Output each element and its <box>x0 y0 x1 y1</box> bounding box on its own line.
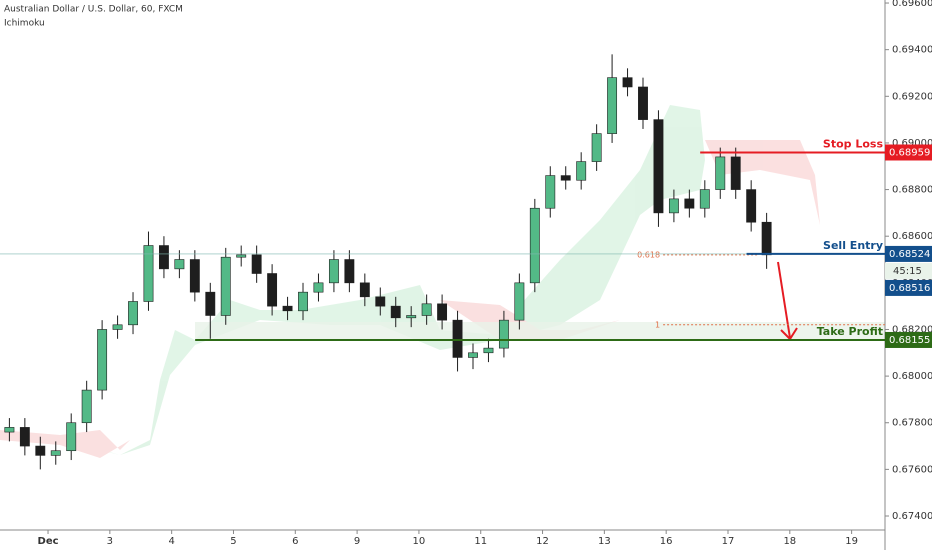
arrow <box>777 261 791 339</box>
x-tick-label: 5 <box>230 536 236 547</box>
candle-body <box>761 221 772 256</box>
candle-body <box>66 422 77 452</box>
candle-body <box>591 133 602 162</box>
fib-label: 1 <box>655 320 660 329</box>
candle-body <box>205 291 216 316</box>
candle-body <box>313 282 324 293</box>
x-tick-label: 17 <box>722 536 735 547</box>
candle-body <box>545 175 556 209</box>
level-label: Take Profit <box>817 325 883 338</box>
candle-body <box>158 245 169 270</box>
countdown: 45:15 <box>893 266 922 277</box>
x-tick-label: 13 <box>598 536 611 547</box>
candle-body <box>189 259 200 293</box>
candle-body <box>715 156 726 190</box>
take-profit-zone <box>195 322 885 340</box>
cloud-green <box>0 105 705 455</box>
candle-body <box>112 324 123 330</box>
candle-body <box>468 352 478 358</box>
candle-body <box>143 245 154 302</box>
x-tick-label: 16 <box>660 536 673 547</box>
x-tick-label: 4 <box>168 536 174 547</box>
candle-body <box>452 319 463 358</box>
y-tick-label: 0.67400 <box>892 511 932 522</box>
y-tick-label: 0.67600 <box>892 464 932 475</box>
candle-body <box>375 296 386 307</box>
candle-body <box>282 305 293 312</box>
candle-body <box>560 175 571 181</box>
candle-body <box>498 319 509 349</box>
candle-body <box>421 303 432 316</box>
candle-body <box>699 189 710 209</box>
x-tick-label: Dec <box>38 536 59 547</box>
candle-body <box>4 427 15 433</box>
candle-body <box>406 315 417 319</box>
candle-body <box>483 347 494 354</box>
candle-body <box>328 259 339 284</box>
y-tick-label: 0.68600 <box>892 231 932 242</box>
candle-body <box>437 303 448 321</box>
candle-body <box>50 450 61 456</box>
price-box-label: 0.68959 <box>889 147 930 158</box>
level-label: Sell Entry <box>823 239 883 252</box>
x-tick-label: 18 <box>783 536 796 547</box>
candle-body <box>576 161 587 181</box>
x-tick-label: 11 <box>474 536 487 547</box>
x-tick-label: 3 <box>107 536 113 547</box>
y-tick-label: 0.68200 <box>892 324 932 335</box>
candle-body <box>174 259 185 270</box>
candle-body <box>220 256 231 316</box>
candle-body <box>35 445 46 456</box>
last-price-box <box>885 279 932 296</box>
level-label: Stop Loss <box>823 137 884 150</box>
y-tick-label: 0.69600 <box>892 0 932 9</box>
candle-body <box>390 305 401 319</box>
ichimoku-cloud <box>0 105 820 458</box>
y-tick-label: 0.67800 <box>892 418 932 429</box>
x-tick-label: 6 <box>292 536 298 547</box>
candle-body <box>668 198 679 214</box>
candle-body <box>653 119 664 214</box>
x-tick-label: 9 <box>354 536 360 547</box>
y-tick-label: 0.69200 <box>892 91 932 102</box>
candle-body <box>19 427 30 447</box>
candle-body <box>746 189 757 223</box>
cloud-red <box>0 430 130 458</box>
chart-title: Australian Dollar / U.S. Dollar, 60, FXC… <box>4 5 183 15</box>
candle-body <box>684 198 695 209</box>
indicator-name: Ichimoku <box>4 19 45 29</box>
y-tick-label: 0.69000 <box>892 138 932 149</box>
candle-body <box>359 282 370 298</box>
last-price-label: 0.68516 <box>889 283 930 294</box>
fib-label: 0.618 <box>637 250 660 259</box>
y-tick-label: 0.68800 <box>892 185 932 196</box>
x-tick-label: 19 <box>845 536 858 547</box>
price-box-label: 0.68155 <box>889 335 930 346</box>
candle-body <box>514 282 525 321</box>
countdown-box <box>885 262 932 279</box>
candle-body <box>529 207 540 284</box>
price-box <box>885 245 932 262</box>
candle-body <box>607 77 618 134</box>
candle-body <box>251 254 262 274</box>
candle-body <box>638 86 648 120</box>
candle-body <box>81 389 92 424</box>
price-box-label: 0.68524 <box>889 249 930 260</box>
candle-body <box>236 254 247 258</box>
candle-body <box>267 273 278 307</box>
y-tick-label: 0.69400 <box>892 45 932 56</box>
price-box <box>885 144 932 161</box>
y-tick-label: 0.68000 <box>892 371 932 382</box>
x-tick-label: 12 <box>536 536 549 547</box>
candle-body <box>344 259 355 284</box>
candle-body <box>128 301 138 326</box>
candle-body <box>730 156 741 190</box>
candle-body <box>97 329 108 391</box>
price-box <box>885 331 932 348</box>
candle-body <box>622 77 633 88</box>
x-tick-label: 10 <box>413 536 426 547</box>
candle-body <box>298 291 308 312</box>
